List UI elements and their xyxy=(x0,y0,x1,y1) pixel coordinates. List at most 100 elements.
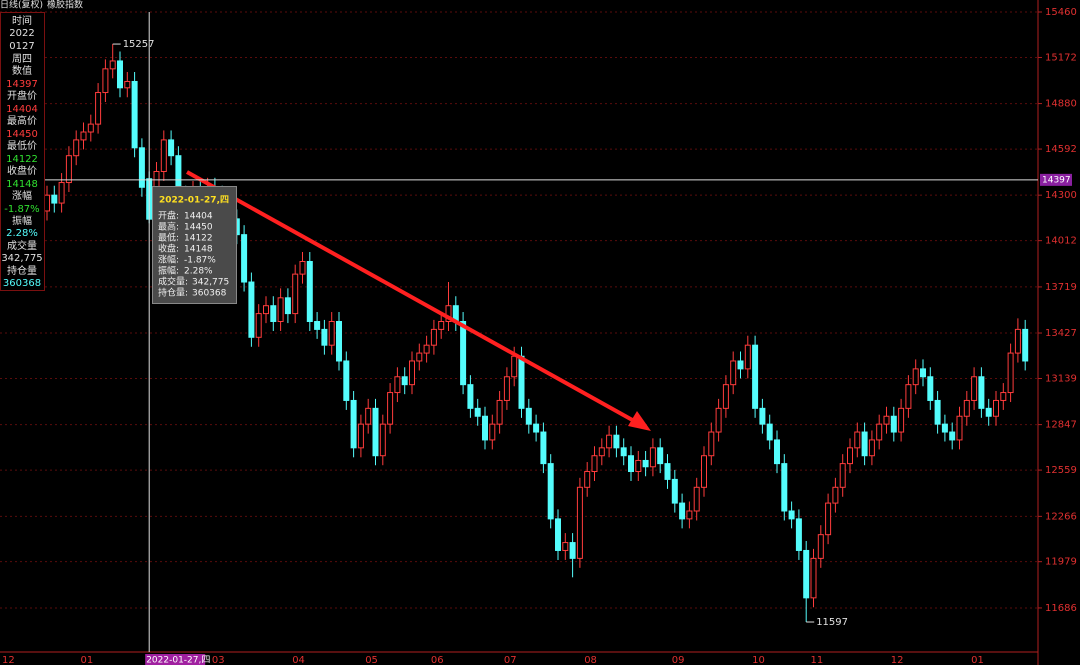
overlay: 12 01 2022-01-27,四 03 04 05 06 07 08 09 10 11 12 0115… xyxy=(0,12,1072,665)
info-panel: 时间 2022 0127 周四 数值 14397 开盘价 14404 最高价 1… xyxy=(0,12,45,291)
panel-label: 成交量 xyxy=(7,239,37,252)
candle-body xyxy=(584,471,591,488)
grid: 15460 15172 14880 14592 14300 14012 13719 13427… xyxy=(0,7,1077,614)
panel-value: 0127 xyxy=(9,41,34,52)
tooltip-box xyxy=(152,186,237,304)
candle-body xyxy=(832,486,839,504)
panel-value: 14397 xyxy=(6,79,38,90)
tooltip-value: -1.87% xyxy=(184,256,216,266)
candle-body xyxy=(876,423,883,441)
y-tick-label: 14300 xyxy=(1045,190,1077,201)
tooltip-value: 14148 xyxy=(184,245,213,255)
candle-body xyxy=(518,355,525,409)
candle-body xyxy=(781,463,788,512)
y-tick-label: 11979 xyxy=(1045,557,1077,568)
candle-body xyxy=(905,384,912,409)
candle-body xyxy=(934,399,941,425)
tooltip-label: 持仓量: xyxy=(158,287,188,299)
tooltip-label: 最高: xyxy=(158,221,179,233)
candle-body xyxy=(51,194,58,204)
candle-body xyxy=(547,463,554,520)
candle-body xyxy=(606,434,613,449)
candle-body xyxy=(890,415,897,433)
y-tick-label: 12559 xyxy=(1045,465,1077,476)
panel-label: 持仓量 xyxy=(7,264,37,277)
tooltip-label: 最低: xyxy=(158,232,179,244)
candle-body xyxy=(708,431,715,457)
candle-body xyxy=(993,399,999,417)
y-tick-label: 11686 xyxy=(1045,603,1077,614)
candle-body xyxy=(1000,392,1007,401)
candle-body xyxy=(387,392,394,425)
candle-body xyxy=(255,313,262,338)
candle-body xyxy=(460,320,467,386)
candle-body xyxy=(686,510,693,520)
x-tick-label: 07 xyxy=(504,655,517,665)
candle-body xyxy=(795,518,802,551)
candle-body xyxy=(642,459,649,468)
crosshair-value-box xyxy=(1040,173,1072,186)
tooltip-value: 14450 xyxy=(184,223,213,233)
panel-label: 最高价 xyxy=(7,114,37,127)
candle-body xyxy=(555,518,561,551)
candle-body xyxy=(241,234,248,283)
panel-label: 开盘价 xyxy=(7,89,37,102)
candle-body xyxy=(744,344,751,370)
candle-body xyxy=(1022,328,1029,362)
candle-body xyxy=(168,139,175,157)
candle-body xyxy=(357,423,364,449)
candle-body xyxy=(920,368,926,378)
candle-body xyxy=(525,407,532,425)
x-tick-label: 12 xyxy=(2,655,15,665)
candle-body xyxy=(963,399,970,417)
crosshair-value: 14397 xyxy=(1042,175,1071,185)
candle-body xyxy=(978,376,985,409)
candle-body xyxy=(430,328,437,346)
candle-body xyxy=(949,431,956,441)
panel-label: 振幅 xyxy=(12,214,32,227)
panel-value: 342,775 xyxy=(1,253,42,264)
x-tick-label: 09 xyxy=(672,655,685,665)
panel-value: 周四 xyxy=(12,53,32,65)
y-tick-label: 13719 xyxy=(1045,282,1077,293)
x-label-highlight xyxy=(145,654,206,665)
candle-body xyxy=(737,360,744,370)
candle-body xyxy=(620,447,627,457)
candle-body xyxy=(87,123,94,133)
tooltip-value: 14404 xyxy=(184,212,213,222)
y-tick-label: 15172 xyxy=(1045,52,1077,63)
candle-body xyxy=(693,486,700,512)
panel-label: 数值 xyxy=(12,64,32,77)
candle-body xyxy=(803,549,810,599)
max-label: 15257 xyxy=(123,39,155,50)
x-tick-label: 06 xyxy=(431,655,444,665)
candle-body xyxy=(445,305,452,322)
candle-body xyxy=(825,502,832,536)
candle-body xyxy=(372,407,379,457)
candle-body xyxy=(540,431,547,465)
x-tick-label: 04 xyxy=(292,655,305,665)
candle-body xyxy=(985,407,992,417)
x-tick-label: 08 xyxy=(584,655,597,665)
tooltip-label: 收盘: xyxy=(158,243,179,255)
candle-body xyxy=(591,455,598,473)
candle-body xyxy=(927,376,934,401)
candle-body xyxy=(409,360,415,386)
candle-body xyxy=(109,60,116,70)
candles xyxy=(44,44,1029,622)
candle-body xyxy=(722,384,729,409)
candle-body xyxy=(284,297,291,315)
x-tick-label: 03 xyxy=(212,655,225,665)
tooltip-label: 开盘: xyxy=(158,210,179,222)
candle-body xyxy=(701,455,707,488)
candle-body xyxy=(613,434,620,449)
tooltip-value: 2.28% xyxy=(184,267,213,277)
candle-body xyxy=(941,423,948,433)
candle-body xyxy=(270,305,277,322)
min-label: 11597 xyxy=(816,617,848,628)
candle-body xyxy=(854,431,861,449)
candle-body xyxy=(416,352,423,362)
candle-body xyxy=(350,399,357,449)
candle-body xyxy=(868,439,875,457)
y-tick-label: 14012 xyxy=(1045,236,1077,247)
